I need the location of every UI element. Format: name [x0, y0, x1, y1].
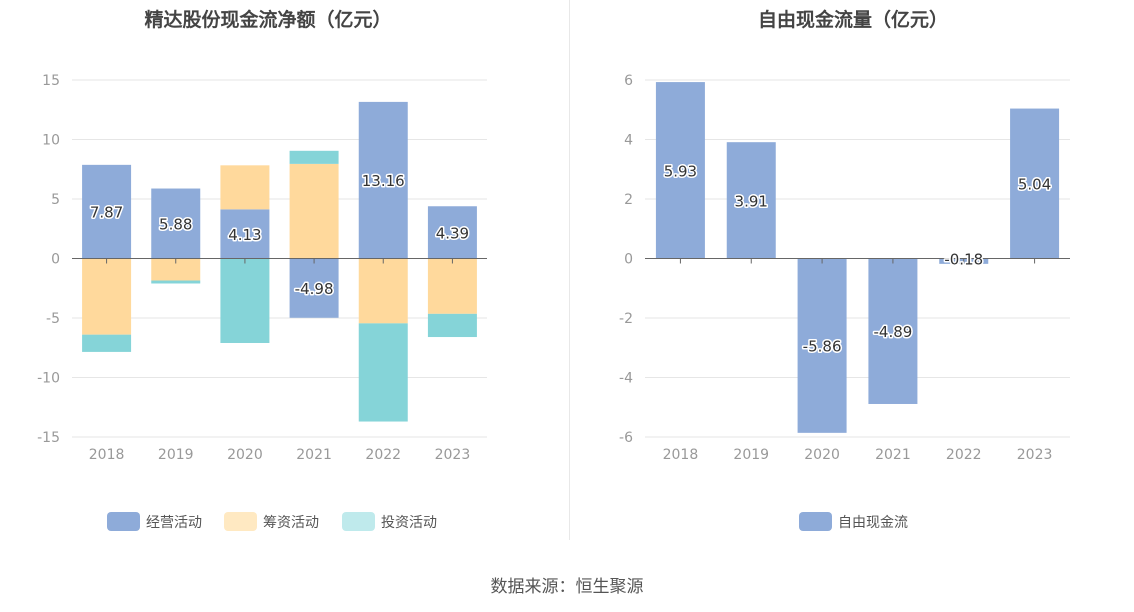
bar-investing: [427, 313, 477, 338]
bar-financing: [220, 165, 270, 210]
x-tick-label: 2021: [296, 447, 332, 463]
data-source-note: 数据来源：恒生聚源: [490, 577, 644, 597]
y-tick-label: 15: [42, 73, 60, 89]
bar-free-cash-flow: [797, 258, 847, 433]
chart-title: 精达股份现金流净额（亿元）: [144, 8, 391, 31]
legend-swatch: [342, 512, 375, 531]
chart-title: 自由现金流量（亿元）: [758, 8, 948, 31]
y-tick-label: 2: [624, 192, 633, 208]
cash-flow-chart: 精达股份现金流净额（亿元） 15 10 5 0 -5 -10 -15 2018 2019 2020 2…: [37, 8, 487, 531]
y-tick-label: 5: [51, 192, 60, 208]
bar-operating: [220, 209, 270, 259]
free-cash-flow-chart: 自由现金流量（亿元） 6 4 2 0 -2 -4 -6 2018 2019 2020 2021 2022…: [619, 8, 1070, 531]
panel-divider: [569, 0, 570, 540]
data-label: 7.87: [90, 204, 123, 222]
y-tick-label: 0: [624, 252, 633, 268]
legend-label: 经营活动: [146, 515, 202, 531]
y-tick-label: 10: [42, 133, 60, 149]
data-label: 13.16: [362, 172, 405, 190]
bar-operating: [82, 164, 132, 259]
data-label: 4.39: [436, 224, 469, 242]
legend-label: 投资活动: [381, 515, 437, 531]
bar-investing: [82, 334, 132, 352]
bar-free-cash-flow: [726, 142, 776, 259]
bar-financing: [82, 258, 132, 335]
bar-free-cash-flow: [655, 82, 705, 259]
bar-financing: [427, 258, 477, 314]
legend-label: 筹资活动: [263, 514, 319, 531]
x-tick-label: 2023: [1017, 447, 1053, 463]
bar-free-cash-flow: [1010, 108, 1060, 259]
y-tick-label: 4: [624, 133, 633, 149]
data-label: 5.04: [1018, 176, 1051, 194]
y-tick-label: -10: [37, 371, 60, 387]
x-tick-label: 2019: [733, 447, 769, 463]
data-label: 3.91: [735, 192, 768, 210]
y-tick-label: 0: [51, 252, 60, 268]
data-label: 5.88: [159, 216, 192, 234]
legend-swatch: [224, 512, 257, 531]
data-label: -0.18: [944, 251, 983, 269]
x-tick-label: 2021: [875, 447, 911, 463]
bar-operating: [151, 188, 201, 259]
x-tick-label: 2022: [365, 447, 401, 463]
bar-financing: [289, 163, 339, 259]
y-tick-label: 6: [624, 73, 633, 89]
legend-swatch: [107, 512, 140, 531]
bar-financing: [358, 258, 408, 324]
data-label: 5.93: [664, 162, 697, 180]
x-tick-label: 2020: [804, 447, 840, 463]
x-tick-label: 2019: [158, 447, 194, 463]
bar-free-cash-flow: [868, 258, 918, 404]
bar-operating: [427, 206, 477, 259]
x-tick-label: 2018: [663, 447, 699, 463]
data-label: 4.13: [228, 226, 261, 244]
bar-investing: [220, 258, 270, 343]
bar-financing: [151, 258, 201, 281]
x-tick-label: 2018: [89, 447, 125, 463]
legend-label: 自由现金流: [838, 515, 908, 531]
x-tick-label: 2022: [946, 447, 982, 463]
bar-investing: [289, 150, 339, 164]
y-tick-label: -15: [37, 430, 60, 446]
bar-operating: [358, 101, 408, 259]
y-tick-label: -5: [46, 311, 60, 327]
data-label: -4.89: [874, 323, 913, 341]
x-tick-label: 2023: [435, 447, 471, 463]
y-tick-label: -4: [619, 371, 633, 387]
bar-investing: [358, 323, 408, 422]
data-label: -4.98: [295, 280, 334, 298]
y-tick-label: -6: [619, 430, 633, 446]
bar-investing: [151, 280, 201, 284]
bar-operating: [289, 258, 339, 318]
x-tick-label: 2020: [227, 447, 263, 463]
data-label: -5.86: [803, 338, 842, 356]
legend-swatch: [799, 512, 832, 531]
y-tick-label: -2: [619, 311, 633, 327]
